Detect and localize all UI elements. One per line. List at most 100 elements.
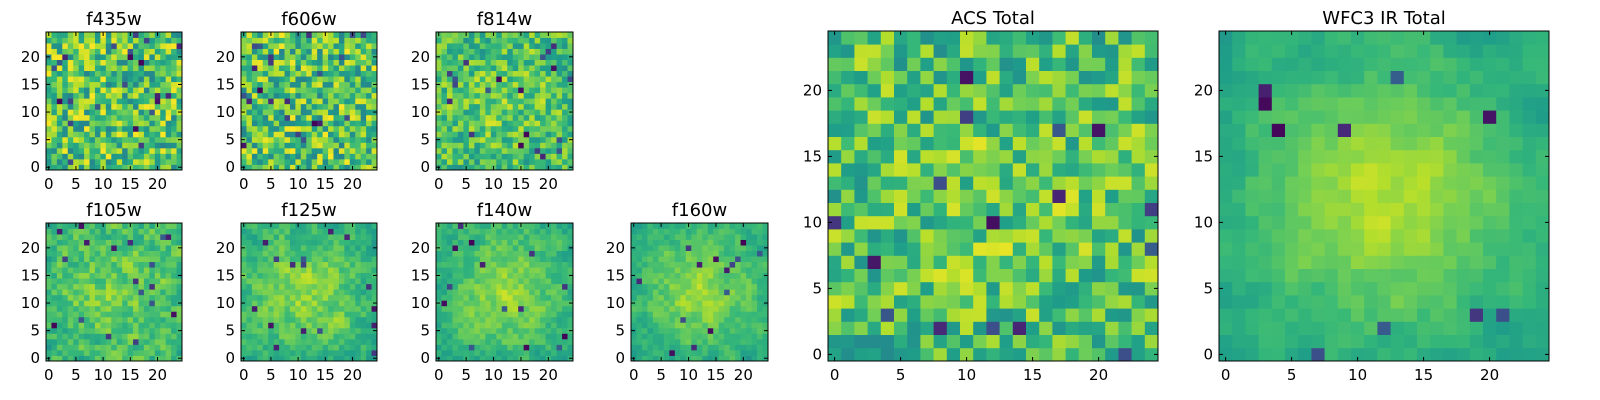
heatmap-cell <box>284 32 291 38</box>
heatmap-cell <box>46 142 52 149</box>
heatmap-cell <box>251 316 258 323</box>
heatmap-cell <box>674 344 681 351</box>
heatmap-cell <box>713 234 720 240</box>
heatmap-cell <box>452 70 459 77</box>
heatmap-cell <box>73 76 80 83</box>
heatmap-cell <box>360 256 367 263</box>
heatmap-cell <box>251 153 258 160</box>
heatmap-cell <box>663 250 670 257</box>
heatmap-cell <box>841 163 855 177</box>
heatmap-cells <box>46 223 183 362</box>
heatmap-cell <box>512 48 519 55</box>
heatmap-cell <box>518 131 525 138</box>
heatmap-cell <box>160 283 167 290</box>
heatmap-cell <box>62 327 69 334</box>
heatmap-cell <box>562 81 568 88</box>
heatmap-cell <box>474 32 481 38</box>
heatmap-cell <box>685 349 692 356</box>
heatmap-cell <box>246 65 253 72</box>
heatmap-cell <box>328 228 334 235</box>
heatmap-cell <box>284 250 291 257</box>
heatmap-cell <box>94 261 101 268</box>
heatmap-cell <box>295 256 302 263</box>
heatmap-cell <box>355 65 362 72</box>
heatmap-cell <box>56 355 63 362</box>
heatmap-cell <box>251 322 258 329</box>
heatmap-cell <box>920 347 934 362</box>
heatmap-cell <box>116 136 123 143</box>
heatmap-cell <box>328 76 334 83</box>
heatmap-cell <box>56 261 63 268</box>
heatmap-cell <box>518 261 525 268</box>
heatmap-cell <box>171 239 177 246</box>
heatmap-cell <box>474 228 481 235</box>
heatmap-cell <box>122 142 128 149</box>
heatmap-cell <box>1039 255 1053 269</box>
heatmap-cell <box>122 65 128 72</box>
heatmap-cell <box>512 333 519 340</box>
heatmap-cell <box>273 349 280 356</box>
heatmap-cell <box>545 109 552 116</box>
heatmap-cell <box>279 32 285 38</box>
heatmap-cell <box>468 98 475 105</box>
heatmap-cell <box>474 305 481 312</box>
heatmap-cell <box>311 250 318 257</box>
heatmap-cell <box>529 234 536 240</box>
heatmap-cell <box>289 289 296 296</box>
x-tick-label: 10 <box>94 366 113 384</box>
heatmap-cell <box>273 48 280 55</box>
heatmap-cell <box>306 261 313 268</box>
heatmap-cell <box>273 272 280 279</box>
heatmap-cell <box>138 98 145 105</box>
heatmap-cell <box>468 37 475 44</box>
heatmap-cell <box>300 272 307 279</box>
heatmap-cell <box>67 37 74 44</box>
heatmap-cell <box>56 131 63 138</box>
heatmap-cell <box>529 322 536 329</box>
heatmap-cell <box>490 109 497 116</box>
heatmap-cell <box>986 242 1000 256</box>
heatmap-cell <box>880 321 895 335</box>
heatmap-cell <box>133 283 139 290</box>
heatmap-cell <box>674 272 681 279</box>
heatmap-cell <box>567 305 574 312</box>
heatmap-cell <box>257 344 264 351</box>
heatmap-cell <box>986 308 1000 322</box>
heatmap-cell <box>289 239 296 246</box>
heatmap-cell <box>116 256 123 263</box>
heatmap-cell <box>300 103 307 110</box>
heatmap-cell <box>507 81 514 88</box>
heatmap-cell <box>160 32 167 38</box>
heatmap-cell <box>501 65 508 72</box>
heatmap-cell <box>322 142 329 149</box>
heatmap-cell <box>111 289 118 296</box>
heatmap-cell <box>371 48 378 55</box>
heatmap-cell <box>311 322 318 329</box>
heatmap-cell <box>658 245 665 251</box>
heatmap-cell <box>680 223 687 229</box>
heatmap-cell <box>523 272 530 279</box>
heatmap-cell <box>463 158 470 165</box>
heatmap-cell <box>973 295 987 309</box>
heatmap-cell <box>100 327 107 334</box>
heatmap-cell <box>446 142 453 149</box>
heatmap-cell <box>529 120 536 127</box>
heatmap-cell <box>154 316 161 323</box>
heatmap-cell <box>355 245 362 251</box>
heatmap-cell <box>295 349 302 356</box>
heatmap-cell <box>479 344 486 351</box>
heatmap-cell <box>631 278 637 285</box>
heatmap-cell <box>999 229 1014 243</box>
heatmap-cell <box>317 228 323 235</box>
heatmap-cell <box>116 305 123 312</box>
heatmap-cell <box>556 333 563 340</box>
heatmap-cell <box>62 131 69 138</box>
heatmap-cell <box>468 54 475 60</box>
heatmap-cell <box>138 267 145 274</box>
heatmap-cell <box>306 98 313 105</box>
heatmap-cell <box>1026 321 1040 335</box>
heatmap-cell <box>160 92 167 99</box>
heatmap-cell <box>545 349 552 356</box>
heatmap-cell <box>317 223 323 229</box>
